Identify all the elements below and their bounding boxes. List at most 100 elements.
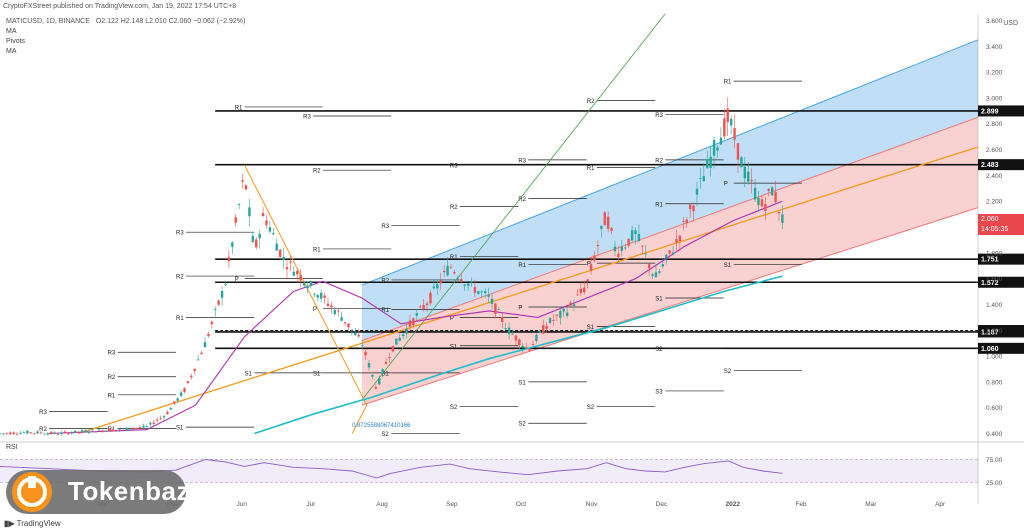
- candle-body: [80, 430, 84, 432]
- candle-body: [415, 313, 419, 316]
- candle-body: [671, 252, 675, 255]
- bar-countdown: 14:05:35: [981, 226, 1009, 233]
- level-tag-label-5: 1.187: [981, 329, 999, 336]
- pivot-label-17: S1: [313, 371, 321, 377]
- pivot-label-19: R3: [381, 224, 389, 230]
- x-tick-label-5: Aug: [376, 501, 388, 508]
- candle-body: [576, 294, 579, 296]
- candle-body: [299, 274, 302, 281]
- candle-body: [401, 334, 405, 337]
- channel-lower-line: [361, 207, 979, 406]
- pivot-label-36: R1: [587, 166, 595, 172]
- candle-body: [132, 428, 135, 430]
- candle-body: [692, 205, 695, 212]
- candle-body: [716, 147, 719, 151]
- candle-body: [685, 219, 688, 224]
- candle-body: [347, 323, 350, 328]
- rsi-label[interactable]: RSI: [6, 444, 18, 451]
- level-tag-bg-1: [978, 159, 1024, 171]
- candle-body: [661, 264, 665, 267]
- pivot-label-16: P: [313, 307, 317, 313]
- candle-body: [528, 349, 531, 351]
- level-tag-bg-6: [978, 342, 1024, 354]
- candle-body: [67, 432, 70, 435]
- candle-body: [641, 245, 644, 247]
- candle-body: [220, 291, 224, 298]
- candle-body: [224, 283, 227, 285]
- x-tick-label-10: 2022: [726, 501, 741, 508]
- pivot-label-37: P: [587, 262, 591, 268]
- candle-body: [524, 347, 528, 349]
- y-tick-label-2: 3.200: [986, 70, 1003, 77]
- candle-body: [634, 230, 637, 235]
- candle-body: [282, 256, 285, 261]
- candle-body: [723, 118, 726, 137]
- level-tag-1: 2.483: [978, 159, 1024, 171]
- pivot-label-12: S1: [176, 426, 184, 432]
- candle-body: [743, 166, 747, 179]
- currency-label[interactable]: USD: [1003, 20, 1018, 27]
- level-tag-bg-3: [978, 276, 1024, 288]
- candle-body: [610, 227, 613, 231]
- candle-body: [73, 430, 77, 433]
- pivot-label-10: R2: [39, 427, 47, 433]
- candle-body: [565, 312, 569, 316]
- tradingview-footer[interactable]: ▮▶ TradingView: [4, 519, 61, 528]
- candle-body: [108, 429, 111, 432]
- candle-body: [627, 238, 630, 246]
- candle-body: [251, 235, 255, 243]
- candle-body: [596, 244, 600, 247]
- candle-body: [5, 432, 9, 434]
- candle-body: [497, 309, 501, 311]
- level-tag-label-2: 1.751: [981, 257, 999, 264]
- candle-body: [422, 304, 425, 309]
- x-tick-label-6: Sep: [446, 501, 458, 508]
- pivot-label-4: R2: [176, 275, 184, 281]
- pivot-label-2: R2: [313, 169, 321, 175]
- candle-body: [60, 432, 63, 435]
- candle-body: [606, 216, 610, 229]
- candle-body: [494, 303, 497, 314]
- indicator-pivots[interactable]: Pivots: [6, 38, 26, 45]
- candle-body: [234, 217, 237, 223]
- candle-body: [777, 211, 781, 214]
- pivot-label-33: S1: [518, 380, 526, 386]
- candle-body: [268, 227, 272, 232]
- candle-body: [186, 381, 190, 384]
- candle-body: [255, 239, 258, 248]
- level-tag-bg-5: [978, 326, 1024, 338]
- candle-body: [702, 176, 706, 182]
- pivot-label-39: S2: [587, 405, 595, 411]
- pivot-label-31: R1: [518, 263, 526, 269]
- candle-body: [265, 220, 268, 226]
- candle-body: [688, 204, 692, 210]
- candle-body: [330, 305, 333, 308]
- level-tag-0: 2.899: [978, 105, 1024, 117]
- indicator-ma-1[interactable]: MA: [6, 28, 17, 35]
- y-tick-label-6: 2.400: [986, 173, 1003, 180]
- candle-body: [709, 156, 712, 168]
- candle-body: [548, 318, 552, 323]
- candle-body: [364, 351, 367, 356]
- candle-body: [337, 310, 340, 312]
- candle-body: [278, 249, 282, 257]
- candle-body: [302, 282, 306, 286]
- candle-body: [70, 432, 73, 434]
- level-tag-label-1: 2.483: [981, 162, 999, 169]
- pivot-label-18: S2: [381, 432, 389, 438]
- indicator-ma-2[interactable]: MA: [6, 48, 17, 55]
- pivot-label-7: R2: [108, 375, 116, 381]
- candle-body: [196, 359, 200, 361]
- candle-body: [166, 411, 169, 415]
- candle-body: [367, 363, 371, 368]
- candle-body: [706, 159, 709, 169]
- pivot-label-26: P: [450, 316, 454, 322]
- level-tag-bg-2: [978, 253, 1024, 265]
- candle-body: [231, 242, 234, 247]
- candle-body: [63, 431, 67, 433]
- pivot-label-38: S1: [587, 325, 595, 331]
- y-tick-label-1: 3.400: [986, 44, 1003, 51]
- logo-text: Tokenbaz: [68, 476, 190, 506]
